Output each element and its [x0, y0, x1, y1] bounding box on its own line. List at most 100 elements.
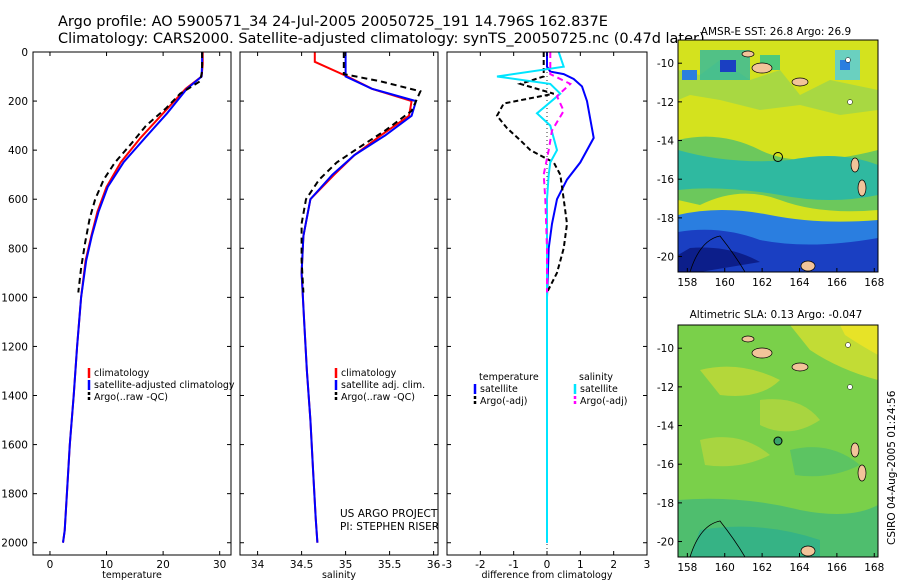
legend-label: satellite — [580, 384, 618, 395]
x-axis-label: salinity — [322, 570, 356, 580]
legend-label: climatology — [94, 368, 150, 379]
sla-argo-location-marker — [773, 436, 783, 446]
y-tick-label: 600 — [8, 194, 28, 206]
series-line-temperature-satellite — [546, 52, 595, 543]
map-x-tick-label: 160 — [715, 277, 735, 289]
island-shape — [751, 62, 773, 74]
island-shape — [857, 464, 867, 482]
series-line-climatology — [62, 52, 204, 543]
map-y-tick-label: -10 — [657, 58, 674, 70]
map-x-tick-label: 162 — [752, 277, 772, 289]
map-y-tick-label: -16 — [657, 174, 674, 186]
sla-map-axes: 158 160 162 164 166 168 -10 -12 -14 -16 -18 -20 — [657, 343, 884, 574]
legend-label: satellite — [480, 384, 518, 395]
series-line-satellite-adj-clim- — [300, 52, 418, 543]
project-credit: US ARGO PROJECT — [340, 508, 438, 520]
map-x-tick-label: 158 — [677, 277, 697, 289]
x-axis-label: temperature — [102, 570, 162, 580]
y-tick-label: 2000 — [1, 538, 28, 550]
plot-frame — [239, 51, 439, 556]
plot-frame — [32, 51, 232, 556]
map-y-tick-label: -14 — [657, 421, 674, 433]
map-y-tick-label: -12 — [657, 97, 674, 109]
x-tick-label: 35.5 — [378, 559, 401, 571]
legend-label: salinity — [579, 372, 613, 383]
island-shape — [800, 260, 816, 272]
map-x-tick-label: 168 — [864, 277, 884, 289]
legend-label: Argo(..raw -QC) — [94, 392, 168, 403]
x-tick-label: 3 — [644, 559, 651, 571]
x-tick-label: 36 — [427, 559, 441, 571]
sla-map-title: Altimetric SLA: 0.13 Argo: -0.047 — [690, 309, 863, 321]
x-tick-label: 34 — [251, 559, 265, 571]
x-axis-label: difference from climatology — [481, 570, 612, 580]
island-shape — [857, 179, 867, 197]
map-y-tick-label: -18 — [657, 498, 674, 510]
salinity-panel: 34 34.5 35 35.5 36 salinity climatologysatelli… — [239, 51, 441, 580]
title-line-1: Argo profile: AO 5900571_34 24-Jul-2005 … — [58, 14, 608, 30]
x-tick-label: 30 — [213, 559, 226, 571]
island-shape — [800, 545, 816, 557]
map-y-tick-label: -18 — [657, 213, 674, 225]
map-x-tick-label: 166 — [827, 562, 847, 574]
island-shape — [791, 362, 809, 372]
legend-label: satellite adj. clim. — [341, 380, 425, 391]
x-tick-label: 35 — [339, 559, 352, 571]
legend-label: climatology — [341, 368, 397, 379]
sst-argo-location-marker — [773, 152, 783, 162]
y-tick-label: 200 — [8, 96, 28, 108]
legend-label: Argo(-adj) — [480, 396, 527, 407]
title-line-2: Climatology: CARS2000. Satellite-adjuste… — [58, 31, 705, 47]
figure-title: Argo profile: AO 5900571_34 24-Jul-2005 … — [58, 14, 705, 48]
island-shape — [850, 442, 860, 458]
map-y-tick-label: -14 — [657, 136, 674, 148]
x-tick-label: 20 — [156, 559, 169, 571]
island-shape — [850, 157, 860, 173]
x-tick-label: 34.5 — [290, 559, 313, 571]
x-tick-label: 0 — [47, 559, 54, 571]
x-tick-label: 2 — [610, 559, 617, 571]
series-line-temperature-argo-adj- — [495, 52, 569, 293]
sst-map-field — [678, 40, 878, 272]
map-y-tick-label: -20 — [657, 252, 674, 264]
sla-map-panel: Altimetric SLA: 0.13 Argo: -0.047 158 160… — [657, 309, 884, 574]
difference-panel: -3 -2 -1 0 1 2 3 difference from climatology tem… — [442, 51, 651, 580]
island-shape — [751, 347, 773, 359]
y-tick-label: 1400 — [1, 391, 28, 403]
series-line-satellite-adjusted-climatology — [62, 52, 204, 543]
series-line-salinity-argo-adj- — [542, 52, 573, 293]
island-shape — [791, 77, 809, 87]
footer-stamp: CSIRO 04-Aug-2005 01:24:56 — [886, 390, 898, 545]
legend-label: temperature — [479, 372, 539, 383]
map-x-tick-label: 164 — [789, 277, 809, 289]
x-tick-label: -1 — [508, 559, 518, 571]
map-x-tick-label: 162 — [752, 562, 772, 574]
sst-map-axes: 158 160 162 164 166 168 -10 -12 -14 -16 -18 -20 — [657, 58, 884, 289]
pi-credit: PI: STEPHEN RISER — [340, 521, 439, 533]
island-shape — [741, 335, 755, 343]
y-tick-label: 400 — [8, 145, 28, 157]
series-line-argo-raw-qc- — [77, 52, 204, 293]
map-y-tick-label: -12 — [657, 382, 674, 394]
legend-label: Argo(..raw -QC) — [341, 392, 415, 403]
x-tick-label: -2 — [475, 559, 485, 571]
legend-label: satellite-adjusted climatology — [94, 380, 235, 391]
y-tick-label: 0 — [21, 47, 28, 59]
map-y-tick-label: -10 — [657, 343, 674, 355]
y-tick-label: 1000 — [1, 292, 28, 304]
x-tick-label: 1 — [577, 559, 584, 571]
map-y-tick-label: -16 — [657, 459, 674, 471]
temperature-panel: 0 10 20 30 temperature 0 200 400 600 800 1000 1200 1… — [1, 47, 235, 580]
map-x-tick-label: 168 — [864, 562, 884, 574]
sst-map-title: AMSR-E SST: 26.8 Argo: 26.9 — [701, 26, 851, 38]
series-line-climatology — [300, 52, 413, 543]
series-line-salinity-satellite — [496, 51, 566, 543]
y-tick-label: 1600 — [1, 440, 28, 452]
map-y-tick-label: -20 — [657, 537, 674, 549]
footer-stamp-group: CSIRO 04-Aug-2005 01:24:56 — [886, 390, 898, 545]
y-tick-label: 1200 — [1, 341, 28, 353]
x-tick-label: 10 — [100, 559, 113, 571]
map-x-tick-label: 158 — [677, 562, 697, 574]
x-tick-label: 0 — [544, 559, 551, 571]
